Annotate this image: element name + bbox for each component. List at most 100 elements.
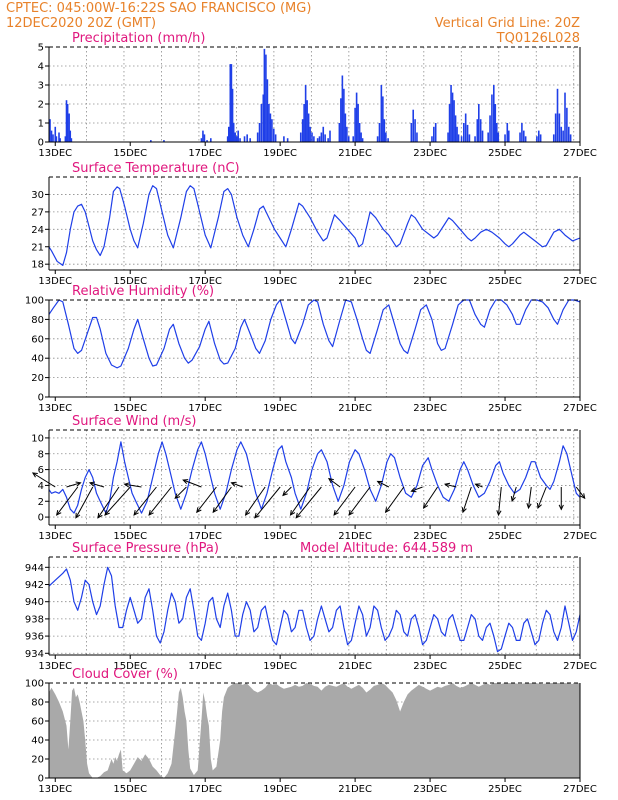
wind-arrow xyxy=(183,479,202,488)
wind-arrow xyxy=(328,478,341,488)
y-tick-label: 2 xyxy=(38,497,44,508)
precip-bar xyxy=(229,64,232,142)
precip-bar xyxy=(299,132,302,142)
y-tick-label: 8 xyxy=(38,449,44,460)
wind-arrow-head xyxy=(56,510,62,516)
wind-arrow-head xyxy=(75,481,82,487)
precip-bar xyxy=(246,134,248,142)
precip-bar xyxy=(492,85,495,142)
precip-bar xyxy=(271,119,273,142)
precip-bar xyxy=(494,104,497,142)
precip-bar xyxy=(454,115,457,142)
wind-arrow-head xyxy=(254,512,260,519)
precip-bar xyxy=(451,92,454,142)
panel-title: Surface Wind (m/s) xyxy=(72,414,196,429)
precip-bar xyxy=(329,130,331,142)
y-tick-label: 100 xyxy=(25,679,44,690)
y-tick-label: 27 xyxy=(31,207,44,218)
precip-bar xyxy=(564,92,566,142)
precip-bar xyxy=(58,132,60,142)
precip-bar xyxy=(522,130,525,142)
precip-bar xyxy=(301,119,304,142)
wind-arrow xyxy=(282,486,292,496)
precip-bar xyxy=(50,130,53,142)
series-line xyxy=(48,566,581,653)
wind-arrow xyxy=(475,483,483,488)
precip-bar xyxy=(560,126,563,142)
precip-bar xyxy=(237,130,239,142)
precip-bar xyxy=(318,136,321,142)
wind-arrow-head xyxy=(289,510,296,516)
wind-arrow xyxy=(89,482,105,488)
precip-bar xyxy=(274,134,277,142)
wind-arrow xyxy=(411,486,423,492)
wind-arrow-head xyxy=(212,507,218,514)
wind-arrow xyxy=(537,486,547,509)
y-tick-label: 936 xyxy=(25,632,44,643)
y-tick-label: 60 xyxy=(31,334,44,345)
y-tick-label: 934 xyxy=(25,649,44,660)
precip-bar xyxy=(265,54,267,142)
precip-bar xyxy=(347,136,350,142)
precip-bar xyxy=(309,126,311,142)
panel-title: Surface Pressure (hPa) xyxy=(72,541,219,556)
x-tick-label: 17DEC xyxy=(188,148,222,159)
x-tick-label: 27DEC xyxy=(563,784,597,795)
precip-bar xyxy=(54,126,57,142)
precip-bar xyxy=(431,136,433,142)
y-tick-label: 0 xyxy=(38,513,44,524)
wind-arrow-head xyxy=(244,510,251,516)
y-tick-label: 4 xyxy=(38,481,44,492)
precip-bar xyxy=(491,94,493,142)
precip-bar xyxy=(382,96,384,142)
x-tick-label: 21DEC xyxy=(338,531,372,542)
precip-bar xyxy=(65,100,68,142)
precip-bar xyxy=(416,132,418,142)
y-tick-label: 6 xyxy=(38,465,44,476)
panel-5: Surface Pressure (hPa) Model Altitude: 64… xyxy=(25,541,597,672)
wind-arrow-head xyxy=(282,490,288,497)
wind-arrow-head xyxy=(526,503,532,510)
precip-bar xyxy=(338,123,341,142)
precip-bar xyxy=(453,100,455,142)
precip-bar xyxy=(489,115,491,142)
x-tick-label: 21DEC xyxy=(338,403,372,414)
y-tick-label: 0 xyxy=(38,393,44,404)
x-tick-label: 15DEC xyxy=(113,784,147,795)
y-tick-label: 5 xyxy=(38,43,44,54)
x-tick-label: 19DEC xyxy=(263,148,297,159)
wind-arrow xyxy=(295,486,322,519)
wind-arrow xyxy=(348,486,371,516)
precip-bar xyxy=(203,134,206,142)
precip-bar xyxy=(266,79,269,142)
precip-bar xyxy=(320,132,323,142)
x-tick-label: 27DEC xyxy=(563,276,597,287)
precip-bar xyxy=(410,123,413,142)
precip-bar xyxy=(230,64,233,142)
x-tick-label: 15DEC xyxy=(113,148,147,159)
wind-arrow xyxy=(377,480,390,488)
panel-4: Surface Wind (m/s) 0 2 4 6 8 10 13DEC 15DEC 17DEC… xyxy=(31,414,597,542)
wind-arrow-head xyxy=(123,482,130,488)
x-tick-label: 17DEC xyxy=(188,531,222,542)
precip-bar xyxy=(556,88,559,142)
wind-arrow xyxy=(196,486,217,513)
precip-bar xyxy=(412,109,415,142)
precip-bar xyxy=(464,113,467,142)
y-tick-label: 80 xyxy=(31,315,44,326)
precip-bar xyxy=(360,132,362,142)
x-tick-label: 23DEC xyxy=(413,784,447,795)
precip-bar xyxy=(387,138,389,142)
cloud-area xyxy=(48,683,580,778)
precip-bar xyxy=(536,136,538,142)
wind-arrow xyxy=(32,472,56,488)
precip-bar xyxy=(68,113,70,142)
y-tick-label: 942 xyxy=(25,580,44,591)
precip-bar xyxy=(380,85,383,142)
precip-bar xyxy=(507,130,510,142)
panel-title: Relative Humidity (%) xyxy=(72,284,214,299)
y-tick-label: 10 xyxy=(31,433,44,444)
precip-bar xyxy=(235,136,238,142)
wind-arrow xyxy=(511,486,517,502)
